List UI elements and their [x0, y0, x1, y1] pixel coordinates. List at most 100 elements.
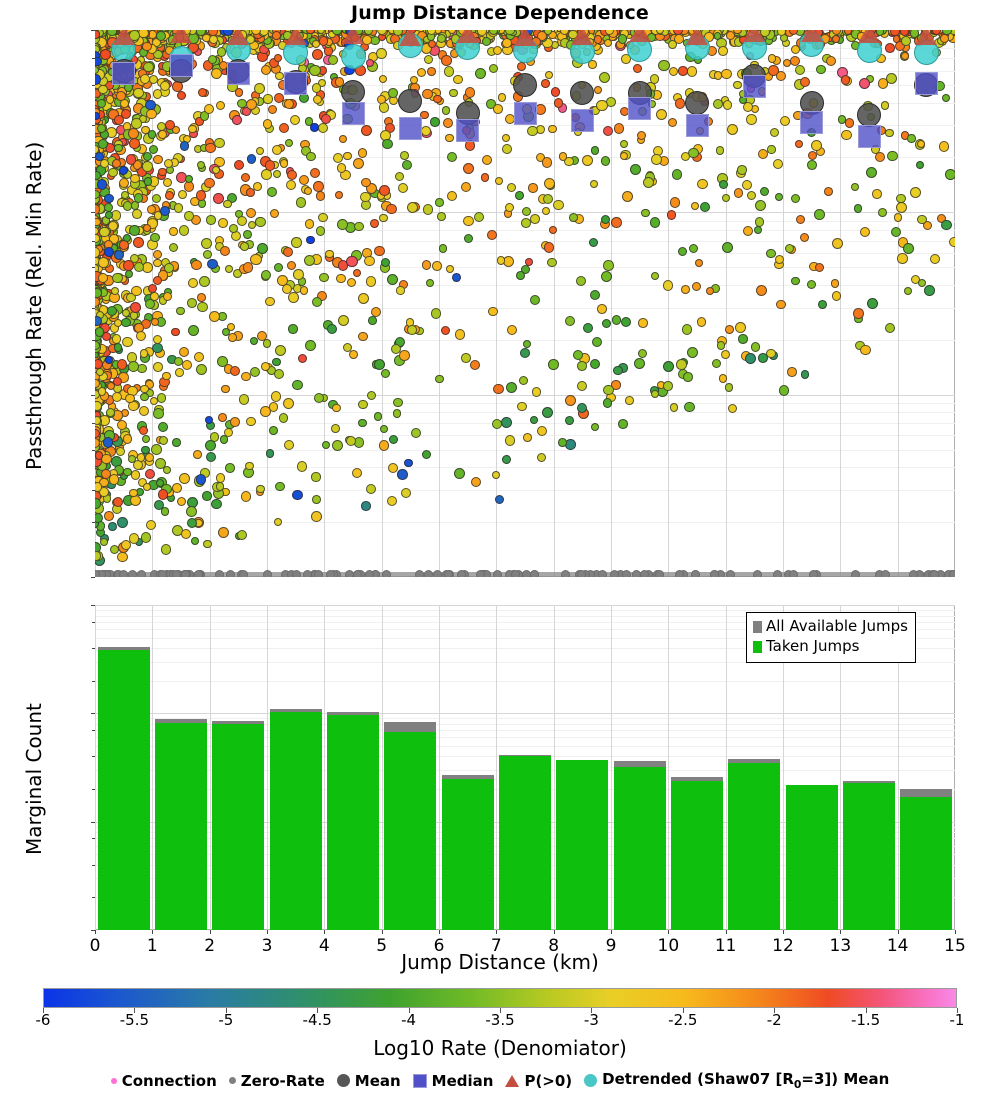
- scatter-point: [806, 159, 817, 170]
- scatter-point: [528, 183, 538, 193]
- zero-rate-marker: [423, 569, 433, 577]
- zero-rate-marker: [352, 569, 362, 577]
- scatter-point: [682, 324, 693, 335]
- gridline-minor: [95, 230, 955, 231]
- scatter-point: [95, 74, 101, 85]
- scatter-point: [103, 511, 114, 521]
- scatter-point: [423, 54, 433, 65]
- scatter-point: [831, 34, 840, 43]
- scatter-point: [229, 224, 238, 233]
- colorbar-tick-label: -5.5: [119, 1011, 150, 1029]
- scatter-point: [430, 307, 442, 319]
- scatter-point: [593, 35, 602, 44]
- scatter-point: [195, 474, 206, 485]
- scatter-point: [140, 384, 149, 394]
- scatter-point: [235, 88, 244, 97]
- scatter-point: [215, 482, 225, 492]
- colorbar-tick-label: -3: [583, 1011, 599, 1029]
- colorbar-tick-label: -5: [218, 1011, 234, 1029]
- scatter-point: [157, 489, 168, 500]
- scatter-point: [425, 279, 434, 288]
- scatter-point: [588, 237, 598, 247]
- scatter-point: [292, 379, 303, 390]
- zero-rate-marker: [365, 569, 375, 577]
- scatter-point: [938, 141, 949, 152]
- scatter-point: [897, 253, 908, 264]
- scatter-point: [270, 391, 282, 402]
- scatter-point: [493, 383, 504, 394]
- scatter-point: [656, 108, 668, 121]
- scatter-point: [438, 243, 448, 253]
- gridline-vertical: [611, 30, 612, 577]
- p-greater-zero-marker: [112, 30, 135, 45]
- p-greater-zero-marker: [514, 30, 536, 46]
- p-greater-zero-marker: [915, 30, 938, 45]
- scatter-point: [720, 349, 730, 359]
- scatter-point: [206, 215, 216, 225]
- scatter-point: [597, 304, 607, 314]
- scatter-point: [97, 179, 108, 190]
- scatter-point: [222, 199, 232, 209]
- scatter-point: [168, 243, 178, 253]
- scatter-point: [617, 419, 628, 429]
- scatter-point: [613, 365, 623, 376]
- scatter-point: [445, 264, 454, 274]
- p-greater-zero-marker: [399, 30, 422, 46]
- scatter-point: [111, 334, 121, 344]
- scatter-point: [295, 197, 307, 208]
- scatter-point: [611, 315, 622, 325]
- scatter-point: [602, 125, 613, 136]
- scatter-point: [388, 88, 398, 98]
- scatter-point: [399, 350, 410, 361]
- scatter-point: [176, 496, 186, 506]
- scatter-point: [274, 368, 284, 379]
- gridline-vertical: [668, 30, 670, 577]
- gridline-vertical: [209, 30, 211, 577]
- triangle-icon: [505, 1074, 520, 1087]
- scatter-point: [133, 261, 144, 273]
- scatter-point: [650, 271, 659, 280]
- marker-legend: Connection Zero-Rate Mean Median P(>0) Detren…: [0, 1070, 1000, 1091]
- scatter-point: [171, 327, 180, 336]
- scatter-point: [399, 150, 409, 160]
- scatter-point: [272, 357, 281, 367]
- zero-rate-marker: [128, 569, 138, 577]
- scatter-point: [460, 181, 471, 192]
- scatter-point: [529, 415, 539, 425]
- zero-rate-marker: [475, 569, 485, 577]
- scatter-point: [887, 150, 898, 161]
- scatter-point: [162, 465, 171, 474]
- scatter-point: [104, 355, 114, 364]
- zero-rate-marker: [610, 569, 620, 577]
- median-marker: [914, 71, 938, 95]
- scatter-point: [245, 98, 257, 110]
- circle-icon: [336, 1074, 350, 1087]
- scatter-point: [265, 296, 275, 307]
- scatter-point: [422, 204, 434, 216]
- scatter-point: [193, 352, 204, 363]
- scatter-point: [227, 322, 236, 331]
- scatter-point: [97, 256, 109, 268]
- scatter-point: [767, 53, 777, 63]
- scatter-point: [95, 327, 105, 337]
- scatter-point: [141, 41, 152, 52]
- scatter-point: [327, 323, 337, 334]
- scatter-point: [116, 420, 127, 431]
- scatter-point: [381, 257, 391, 267]
- scatter-point: [152, 276, 162, 286]
- p-greater-zero-marker: [628, 30, 651, 43]
- scatter-point: [311, 296, 322, 307]
- marker-legend-item: P(>0): [505, 1072, 572, 1090]
- scatter-point: [600, 214, 610, 224]
- scatter-point: [491, 470, 500, 479]
- scatter-point: [690, 201, 699, 210]
- zero-rate-marker: [622, 569, 632, 577]
- colorbar-label: Log10 Rate (Denomiator): [373, 1036, 627, 1060]
- scatter-point: [714, 71, 723, 80]
- zero-rate-marker: [118, 569, 128, 577]
- gridline-vertical: [496, 30, 498, 577]
- scatter-point: [488, 306, 498, 317]
- scatter-point: [527, 125, 538, 137]
- scatter-point: [663, 381, 673, 391]
- scatter-point: [314, 392, 325, 403]
